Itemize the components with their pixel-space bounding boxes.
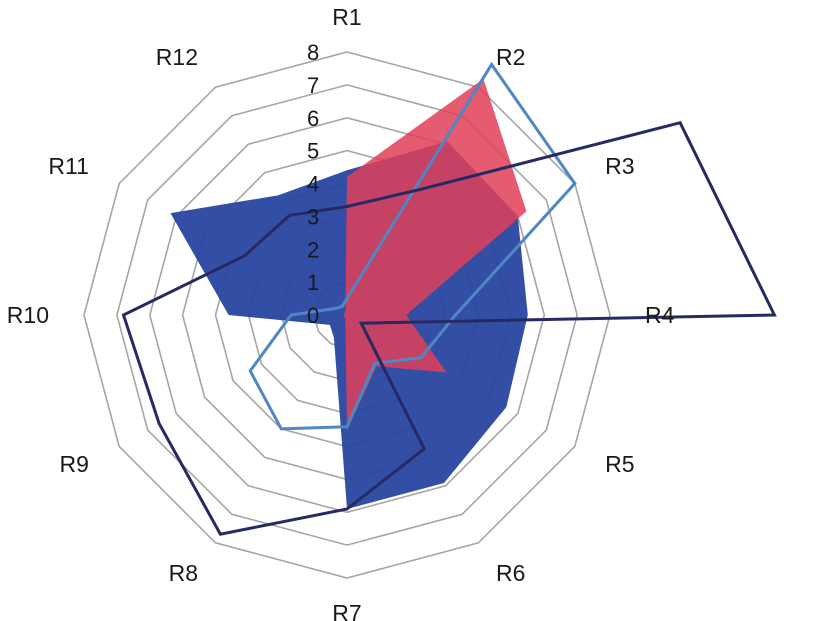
series-3-polygon xyxy=(248,61,577,431)
category-labels: R1 R2 R3 R4 R5 R6 R7 R8 R9 R10 R11 R12 xyxy=(7,4,675,621)
category-label-r7: R7 xyxy=(332,600,361,621)
series-2-polygon xyxy=(343,78,527,431)
series-4-polygon xyxy=(121,120,777,536)
grid-ring-7 xyxy=(116,84,578,546)
category-label-r6: R6 xyxy=(496,560,525,586)
category-label-r11: R11 xyxy=(48,153,89,179)
category-label-r8: R8 xyxy=(169,560,198,586)
radial-tick-label: 0 xyxy=(307,303,319,328)
radial-tick-label: 3 xyxy=(307,204,319,229)
radar-series-layer xyxy=(121,61,777,536)
radial-tick-label: 1 xyxy=(307,270,319,295)
category-label-r2: R2 xyxy=(496,44,525,70)
radial-tick-label: 7 xyxy=(307,73,319,98)
category-label-r10: R10 xyxy=(7,302,49,328)
category-label-r12: R12 xyxy=(156,44,198,70)
category-label-r1: R1 xyxy=(332,4,361,30)
radial-tick-label: 2 xyxy=(307,237,319,262)
radial-tick-label: 6 xyxy=(307,106,319,131)
radial-tick-label: 5 xyxy=(307,139,319,164)
category-label-r5: R5 xyxy=(605,451,634,477)
category-label-r9: R9 xyxy=(59,451,88,477)
category-label-r3: R3 xyxy=(605,153,634,179)
radial-tick-label: 4 xyxy=(307,172,319,197)
radial-tick-label: 8 xyxy=(307,40,319,65)
radial-tick-labels: 0 1 2 3 4 5 6 7 8 xyxy=(307,40,319,328)
category-label-r4: R4 xyxy=(645,302,675,328)
